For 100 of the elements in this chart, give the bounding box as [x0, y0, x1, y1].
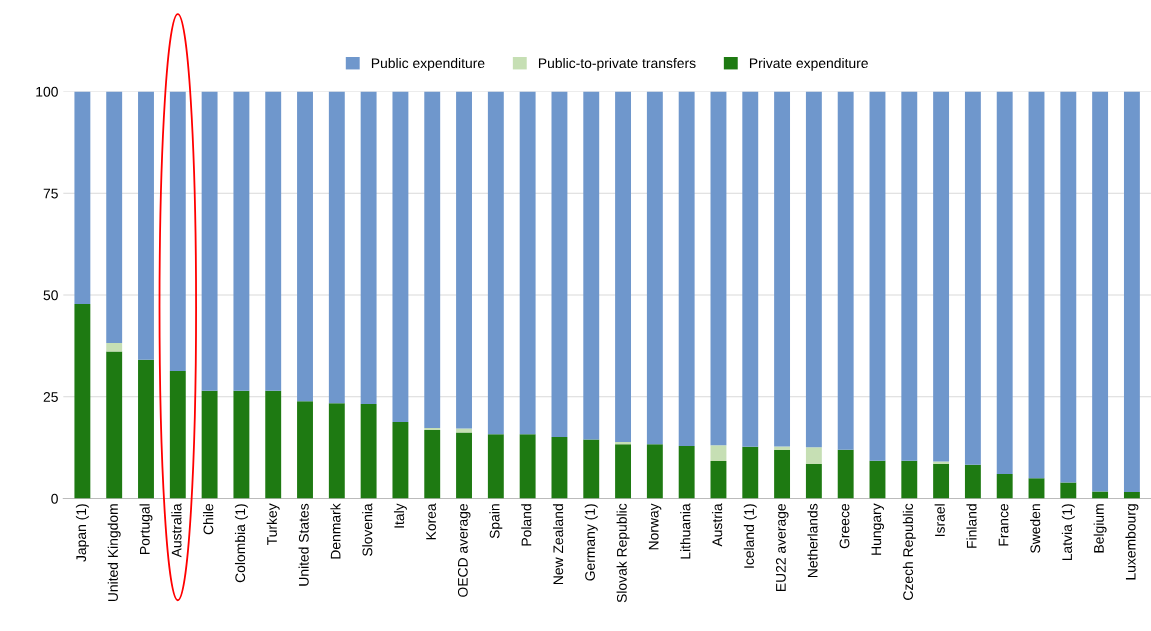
bar — [1123, 491, 1140, 499]
bar — [138, 91, 154, 360]
bar — [901, 460, 918, 499]
x-tick-label: Sweden — [1030, 504, 1041, 553]
bar — [964, 464, 981, 499]
y-tick-label: 75 — [43, 188, 58, 199]
bar — [551, 437, 568, 499]
bar — [74, 91, 91, 304]
x-tick-label: Germany (1) — [584, 504, 598, 581]
bar — [424, 91, 441, 429]
legend-label: Public expenditure — [371, 57, 485, 71]
bar — [169, 91, 186, 372]
x-tick-label: Japan (1) — [75, 504, 89, 562]
bar — [138, 359, 154, 499]
bar — [456, 428, 472, 433]
bar — [519, 91, 536, 435]
x-tick-label: Turkey — [266, 503, 280, 545]
bar — [646, 444, 663, 499]
legend-label: Public-to-private transfers — [538, 57, 696, 71]
bar — [805, 463, 822, 499]
bar — [774, 446, 791, 451]
bar — [169, 371, 186, 499]
bar — [201, 390, 218, 499]
bar — [646, 91, 663, 445]
bar — [615, 444, 632, 499]
bar — [805, 447, 822, 464]
bar — [1028, 91, 1045, 479]
bar — [615, 91, 632, 442]
x-tick-label: Spain — [489, 504, 503, 539]
bar — [869, 460, 886, 499]
bar — [201, 91, 218, 391]
x-tick-label: Australia — [171, 503, 182, 558]
x-tick-label: OECD average — [457, 503, 471, 597]
bar — [583, 439, 600, 499]
bar — [933, 461, 950, 464]
bar — [392, 421, 409, 499]
y-tick-label: 50 — [43, 290, 58, 301]
legend-label: Private expenditure — [749, 57, 868, 71]
bar — [996, 91, 1013, 475]
y-tick-label: 25 — [43, 392, 58, 402]
bar — [710, 91, 727, 446]
bar — [710, 461, 727, 499]
x-tick-label: Italy — [393, 503, 407, 528]
x-tick-label: EU22 average — [775, 503, 789, 591]
y-tick-label: 100 — [36, 86, 58, 97]
x-tick-label: Colombia (1) — [234, 504, 248, 583]
x-tick-label: Lithuania — [680, 503, 691, 559]
bar — [297, 401, 313, 499]
bar — [456, 91, 472, 429]
x-tick-label: New Zealand — [552, 504, 564, 585]
bar — [106, 351, 123, 499]
y-tick-label: 0 — [51, 493, 58, 504]
bar — [933, 463, 950, 499]
bar — [106, 343, 123, 352]
x-tick-label: Korea — [426, 503, 436, 540]
bar — [805, 91, 822, 448]
bar — [424, 428, 441, 431]
bar — [869, 91, 886, 461]
bar — [106, 91, 123, 344]
bar — [710, 445, 727, 462]
bar — [774, 91, 791, 447]
x-tick-label: Norway — [648, 503, 662, 550]
bar — [837, 449, 854, 499]
bar — [360, 404, 377, 499]
x-tick-label: Netherlands — [807, 503, 818, 578]
x-tick-label: United Kingdom — [107, 504, 121, 602]
bar — [551, 91, 568, 438]
bar — [964, 91, 981, 465]
x-tick-label: Luxembourg — [1125, 504, 1139, 580]
bar — [265, 91, 282, 391]
bar — [328, 91, 345, 404]
bar — [456, 432, 472, 499]
bar — [1028, 478, 1045, 499]
bar — [1092, 91, 1109, 492]
x-tick-label: Slovenia — [362, 503, 373, 556]
x-tick-label: Hungary — [871, 503, 884, 555]
x-tick-label: Israel — [934, 504, 945, 537]
bar — [233, 390, 250, 499]
x-tick-label: Austria — [711, 503, 723, 547]
bar — [424, 430, 441, 499]
bar — [678, 445, 695, 499]
bar — [519, 434, 536, 499]
bar — [583, 91, 600, 440]
bar — [1060, 91, 1077, 483]
x-tick-label: Slovak Republic — [616, 503, 630, 603]
bar — [678, 91, 695, 446]
x-tick-label: Iceland (1) — [743, 504, 757, 568]
bar — [774, 450, 791, 499]
bar — [742, 446, 759, 499]
bar — [933, 91, 950, 462]
bar — [742, 91, 759, 447]
x-tick-label: Chile — [203, 503, 214, 535]
x-tick-label: Greece — [839, 503, 850, 549]
x-tick-label: Denmark — [330, 503, 341, 559]
x-tick-label: Poland — [521, 504, 532, 546]
x-tick-label: Portugal — [139, 504, 153, 554]
bar — [1123, 91, 1140, 492]
x-tick-label: France — [998, 503, 1009, 546]
bar — [392, 91, 409, 422]
bar — [297, 91, 313, 402]
